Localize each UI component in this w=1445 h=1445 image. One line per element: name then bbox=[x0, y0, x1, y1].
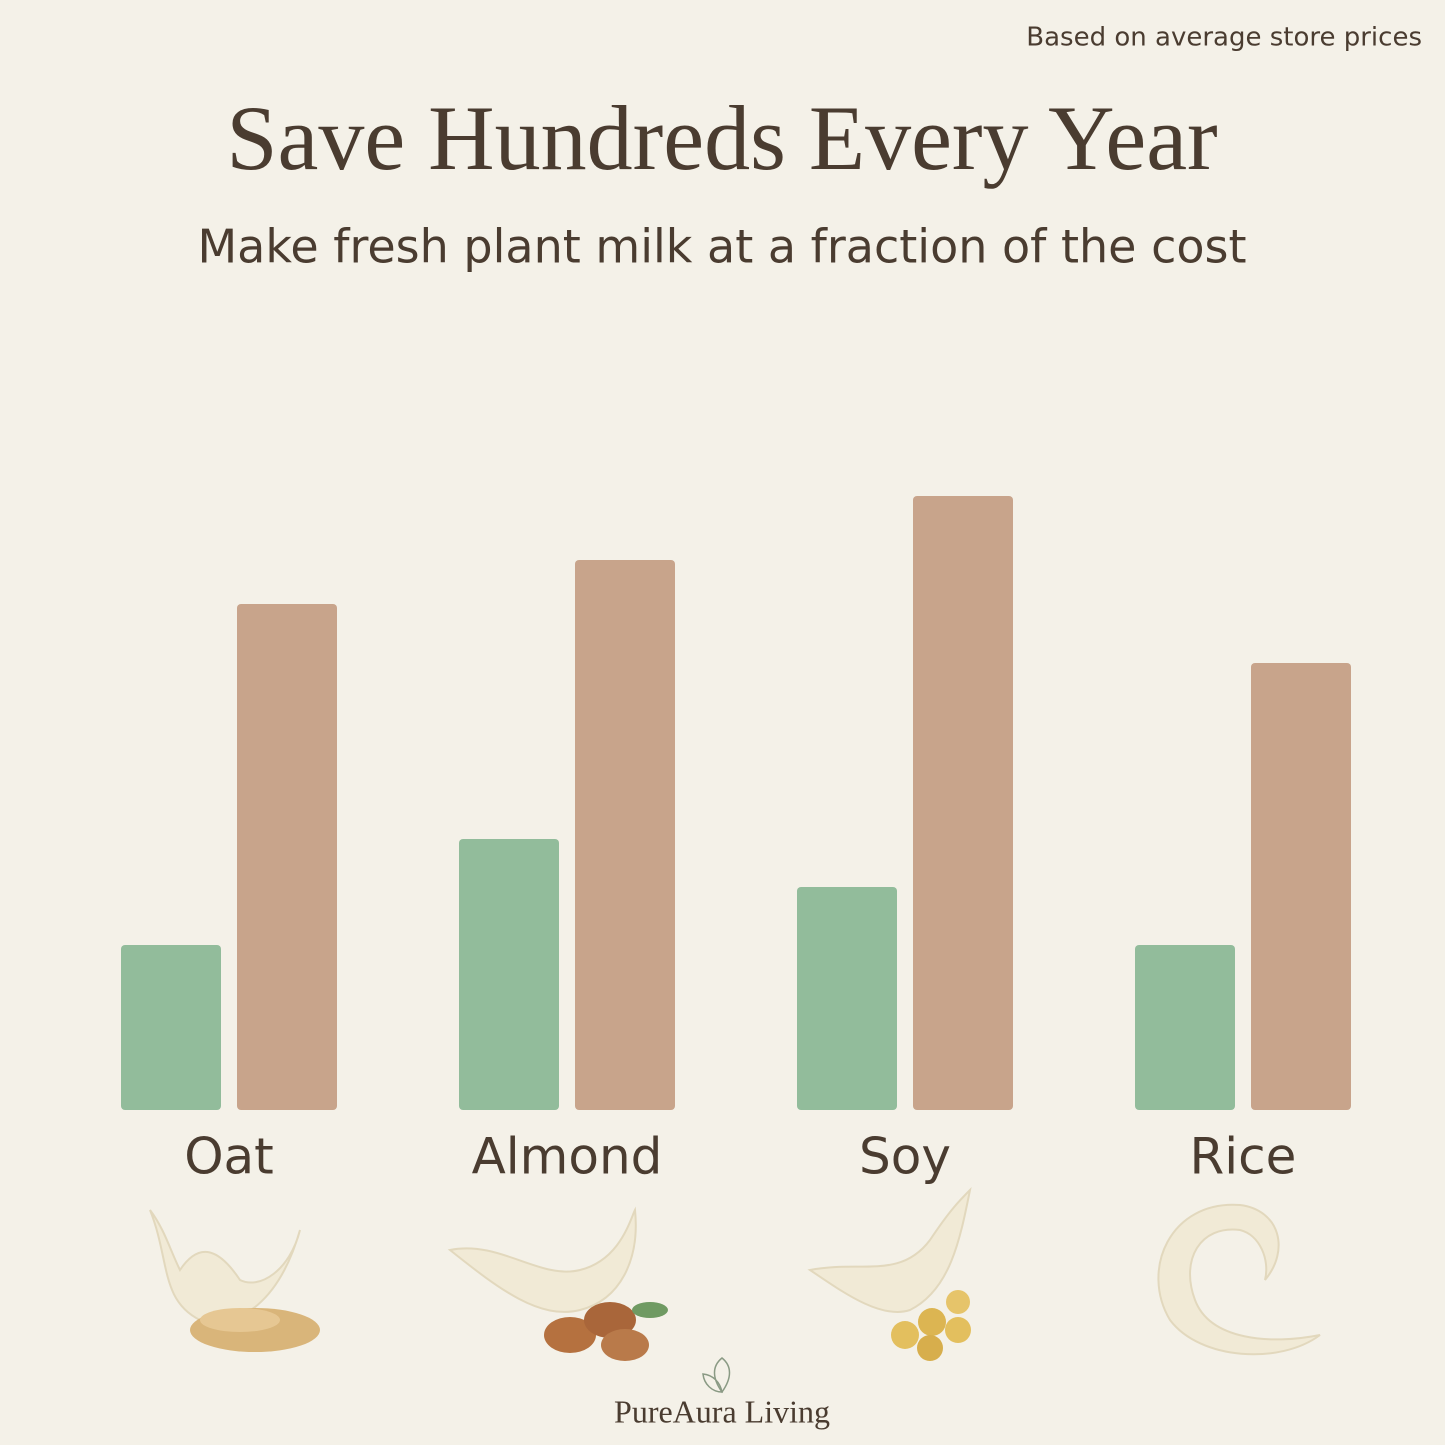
illustration bbox=[447, 1206, 668, 1361]
illustration bbox=[149, 1209, 320, 1352]
x-tick-label: Soy bbox=[859, 1128, 951, 1186]
brand-logo bbox=[702, 1357, 731, 1394]
illustration bbox=[1157, 1203, 1321, 1356]
x-tick-label: Rice bbox=[1190, 1128, 1297, 1186]
bar bbox=[237, 604, 337, 1110]
bar bbox=[575, 560, 675, 1110]
bar bbox=[797, 887, 897, 1110]
bar bbox=[121, 945, 221, 1110]
brand: PureAura Living bbox=[614, 1393, 830, 1429]
x-tick-label: Oat bbox=[184, 1128, 274, 1186]
x-tick-label: Almond bbox=[472, 1128, 663, 1186]
chart-subtitle: Make fresh plant milk at a fraction of t… bbox=[197, 220, 1246, 274]
bar bbox=[459, 839, 559, 1110]
note: Based on average store prices bbox=[1026, 23, 1422, 53]
bar bbox=[1251, 663, 1351, 1110]
bar bbox=[1135, 945, 1235, 1110]
chart-title: Save Hundreds Every Year bbox=[226, 87, 1217, 189]
bar bbox=[913, 496, 1013, 1110]
illustration bbox=[807, 1186, 972, 1361]
